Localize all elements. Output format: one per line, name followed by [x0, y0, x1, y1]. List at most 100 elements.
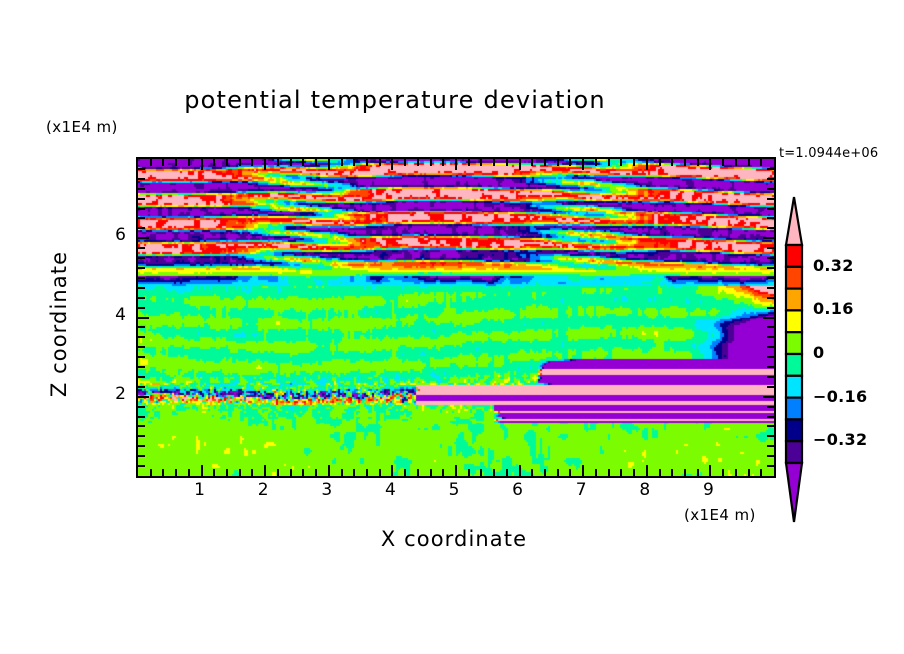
axis-tick	[138, 366, 145, 369]
axis-tick	[138, 415, 145, 418]
colorbar-band	[784, 418, 804, 443]
axis-tick	[734, 159, 737, 166]
axis-tick	[327, 159, 330, 170]
colorbar-band	[784, 243, 804, 268]
axis-tick	[767, 276, 774, 279]
axis-tick	[442, 469, 445, 476]
axis-tick	[767, 425, 774, 428]
axis-tick	[518, 159, 521, 170]
axis-tick	[620, 469, 623, 476]
axis-tick	[138, 405, 145, 408]
axis-tick	[722, 159, 725, 166]
axis-tick	[138, 266, 145, 269]
axis-tick	[767, 227, 774, 230]
axis-tick	[505, 159, 508, 166]
axis-tick	[276, 469, 279, 476]
axis-tick	[429, 159, 432, 166]
axis-tick	[138, 465, 145, 468]
axis-tick	[138, 177, 145, 180]
colorbar-band	[784, 287, 804, 312]
axis-tick	[138, 207, 145, 210]
axis-tick	[353, 469, 356, 476]
axis-tick	[767, 455, 774, 458]
colorbar-extend-min	[784, 461, 804, 523]
y-tick-label-4: 4	[115, 304, 126, 325]
axis-tick	[276, 159, 279, 166]
axis-tick	[138, 356, 145, 359]
axis-tick	[767, 435, 774, 438]
y-axis-unit-label: (x1E4 m)	[46, 118, 118, 136]
axis-tick	[696, 469, 699, 476]
axis-tick	[138, 385, 145, 388]
axis-tick	[353, 159, 356, 166]
axis-tick	[620, 159, 623, 166]
x-tick-label-1: 1	[194, 480, 205, 500]
colorbar-band	[784, 374, 804, 399]
y-tick-label-6: 6	[115, 225, 126, 246]
axis-tick	[391, 159, 394, 170]
colorbar-band	[784, 309, 804, 334]
axis-tick	[175, 469, 178, 476]
axis-tick	[480, 159, 483, 166]
axis-tick	[455, 159, 457, 170]
axis-tick	[747, 469, 750, 476]
axis-tick	[767, 306, 774, 309]
axis-tick	[416, 469, 419, 476]
axis-tick	[683, 159, 686, 166]
x-tick-label-7: 7	[575, 480, 587, 500]
colorbar-label-2: 0	[813, 343, 825, 362]
axis-tick	[582, 159, 585, 170]
x-tick-label-4: 4	[384, 480, 396, 500]
axis-tick	[340, 159, 343, 166]
axis-tick	[138, 445, 145, 448]
axis-tick	[138, 257, 145, 260]
axis-tick	[767, 257, 774, 260]
axis-tick	[767, 375, 774, 378]
axis-tick	[767, 177, 774, 180]
axis-tick	[569, 159, 572, 166]
colorbar-label-4: −0.32	[813, 430, 868, 450]
axis-tick	[767, 385, 774, 388]
axis-tick	[187, 469, 190, 476]
axis-tick	[200, 465, 203, 476]
axis-tick	[709, 159, 712, 170]
axis-tick	[767, 445, 774, 448]
axis-tick	[315, 159, 318, 166]
axis-tick	[149, 469, 152, 476]
axis-tick	[138, 306, 145, 309]
x-axis-title: X coordinate	[380, 527, 528, 551]
axis-tick	[467, 469, 470, 476]
axis-tick	[238, 469, 241, 476]
axis-tick	[767, 356, 774, 359]
axis-tick	[767, 187, 774, 190]
axis-tick	[767, 247, 774, 250]
colorbar-extend-max	[784, 196, 804, 247]
colorbar-label-3: −0.16	[813, 386, 868, 406]
axis-tick	[645, 465, 648, 476]
axis-tick	[556, 469, 559, 476]
axis-tick	[722, 469, 725, 476]
axis-tick	[238, 159, 241, 166]
axis-tick	[138, 395, 149, 398]
axis-tick	[138, 425, 145, 428]
axis-tick	[767, 415, 774, 418]
axis-tick	[544, 159, 547, 166]
x-tick-label-5: 5	[448, 480, 460, 500]
axis-tick	[760, 159, 763, 166]
axis-tick	[518, 465, 521, 476]
axis-tick	[607, 159, 610, 166]
axis-tick	[138, 167, 145, 170]
axis-tick	[658, 469, 661, 476]
axis-tick	[378, 469, 381, 476]
axis-tick	[747, 159, 750, 166]
axis-tick	[683, 469, 686, 476]
axis-tick	[365, 469, 368, 476]
axis-tick	[138, 247, 145, 250]
colorbar[interactable]	[780, 193, 808, 529]
axis-tick	[658, 159, 661, 166]
axis-tick	[138, 217, 145, 220]
axis-tick	[138, 276, 145, 279]
axis-tick	[289, 159, 292, 166]
axis-tick	[767, 217, 774, 220]
axis-tick	[251, 469, 254, 476]
